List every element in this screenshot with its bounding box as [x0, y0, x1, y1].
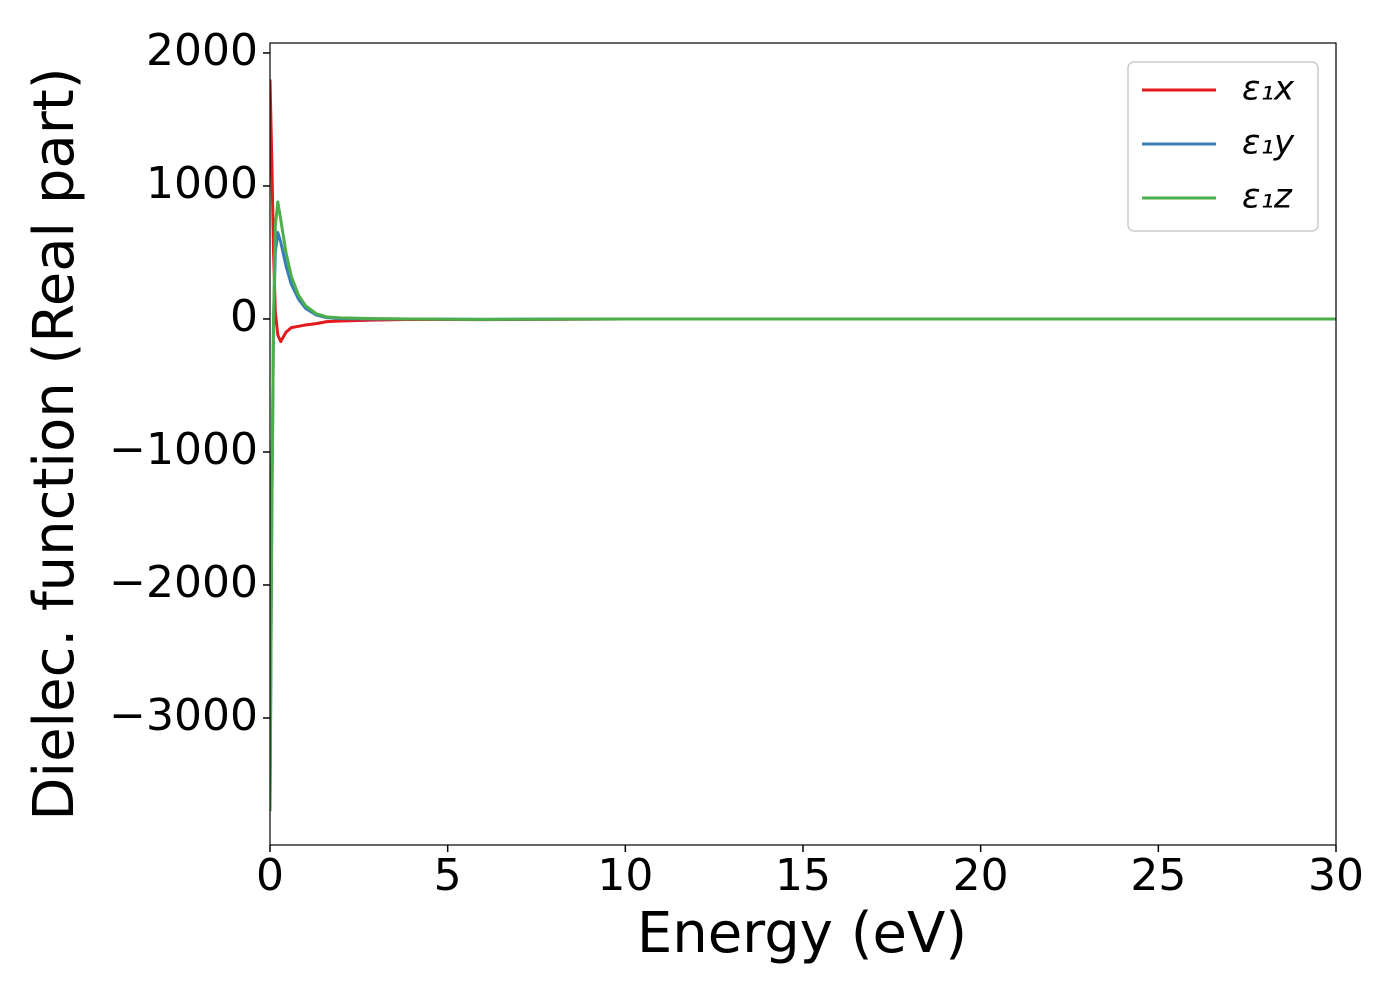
y-axis-label: Dielec. function (Real part) [22, 67, 87, 820]
x-axis-label: Energy (eV) [637, 901, 967, 966]
x-tick-label: 15 [775, 850, 831, 901]
x-tick-label: 30 [1308, 850, 1364, 901]
plot-frame [269, 42, 1337, 846]
y-tick-label: −3000 [109, 690, 258, 741]
plot-lines [270, 79, 1336, 812]
y-tick-label: −1000 [109, 424, 258, 475]
x-tick-label: 10 [597, 850, 653, 901]
x-tick-label: 25 [1130, 850, 1186, 901]
legend-label: ε₁z [1242, 177, 1293, 217]
x-tick-label: 20 [953, 850, 1009, 901]
x-tick-label: 0 [256, 850, 284, 901]
y-tick-label: 1000 [146, 158, 258, 209]
y-tick-label: 0 [230, 291, 258, 342]
legend-box [1127, 61, 1319, 232]
x-tick-label: 5 [434, 850, 462, 901]
legend-label: ε₁x [1242, 69, 1295, 109]
legend-label: ε₁y [1242, 123, 1295, 163]
data-line [270, 200, 1336, 812]
y-tick-label: −2000 [109, 557, 258, 608]
y-tick-label: 2000 [146, 25, 258, 76]
